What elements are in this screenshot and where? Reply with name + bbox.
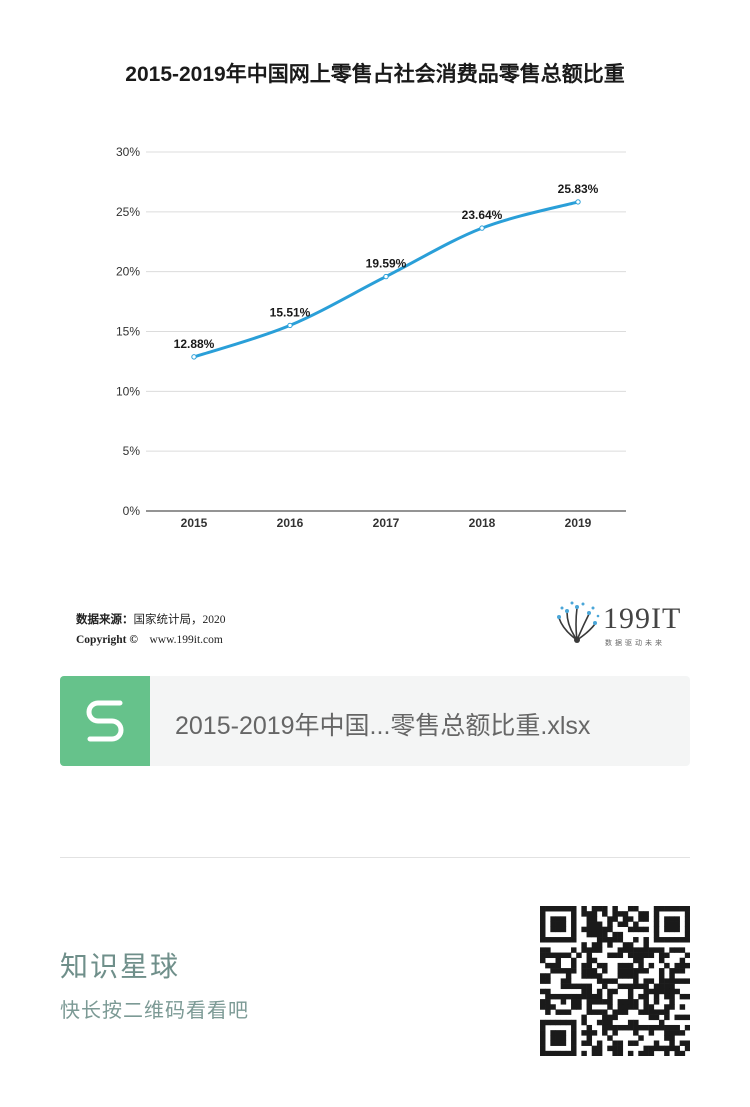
brand-logo: 199IT 数据驱动未来: [553, 600, 683, 650]
y-tick-label: 0%: [123, 504, 141, 518]
x-axis-ticks: 2015 2016 2017 2018 2019: [181, 516, 592, 530]
y-tick-label: 30%: [116, 145, 140, 159]
x-tick-label: 2018: [469, 516, 496, 530]
data-point: [479, 225, 485, 231]
data-point: [287, 322, 293, 329]
x-tick-label: 2015: [181, 516, 208, 530]
source-note: 数据来源：国家统计局，2020 Copyright © www.199it.co…: [76, 610, 226, 650]
logo-text: 199IT: [603, 602, 682, 635]
promo-title: 知识星球: [60, 951, 181, 982]
data-label: 23.64%: [462, 208, 503, 222]
y-tick-label: 25%: [116, 205, 140, 219]
y-tick-label: 15%: [116, 325, 140, 339]
promo-subtitle: 快长按二维码看看吧: [60, 1000, 249, 1022]
source-value: 国家统计局，2020: [133, 614, 226, 626]
y-tick-label: 10%: [116, 384, 140, 398]
qr-code-icon[interactable]: [540, 906, 690, 1056]
logo-tagline: 数据驱动未来: [605, 640, 665, 647]
y-tick-label: 20%: [116, 265, 140, 279]
copyright-url[interactable]: www.199it.com: [149, 634, 223, 646]
series-line: [192, 200, 580, 359]
dandelion-logo-icon: [557, 601, 600, 643]
line-chart: 0% 5% 10% 15% 20% 25% 30% 2015 2016 2017 2018 2019…: [116, 145, 626, 530]
data-labels: 12.88% 15.51% 19.59% 23.64% 25.83%: [174, 182, 599, 351]
copyright-label: Copyright ©: [76, 634, 138, 646]
y-tick-label: 5%: [123, 444, 141, 458]
data-point: [191, 354, 197, 360]
source-label: 数据来源：: [76, 614, 134, 626]
attachment-card[interactable]: 2015-2019年中国...零售总额比重.xlsx: [60, 676, 690, 766]
y-axis-ticks: 0% 5% 10% 15% 20% 25% 30%: [116, 145, 140, 518]
attachment-file-name[interactable]: 2015-2019年中国...零售总额比重.xlsx: [175, 712, 591, 740]
data-label: 15.51%: [270, 305, 311, 319]
data-point: [575, 199, 581, 205]
data-points: [191, 199, 581, 360]
data-label: 19.59%: [366, 257, 407, 271]
chart-title: 2015-2019年中国网上零售占社会消费品零售总额比重: [125, 63, 625, 86]
x-tick-label: 2019: [565, 516, 592, 530]
x-tick-label: 2016: [277, 516, 304, 530]
x-tick-label: 2017: [373, 516, 400, 530]
chart-gridlines: [146, 151, 626, 512]
data-label: 12.88%: [174, 337, 215, 351]
section-divider: [60, 857, 690, 858]
spreadsheet-s-icon: [60, 676, 150, 766]
data-label: 25.83%: [558, 182, 599, 196]
data-point: [383, 273, 389, 280]
